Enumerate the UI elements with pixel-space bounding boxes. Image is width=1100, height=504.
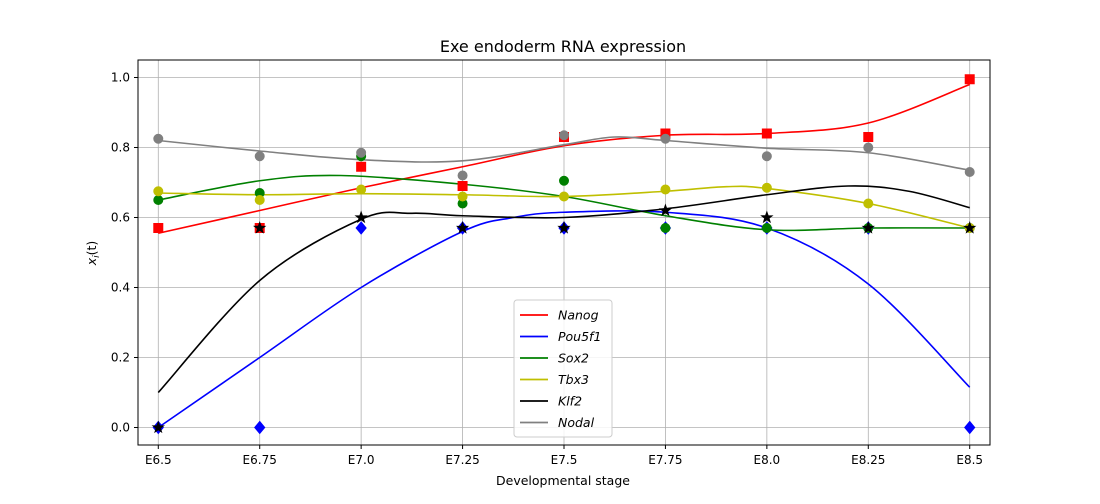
data-point-pou5f1: [355, 221, 367, 235]
x-tick-label: E7.75: [648, 453, 682, 467]
data-point-nodal: [559, 130, 569, 141]
data-point-sox2: [153, 195, 164, 205]
data-point-pou5f1: [254, 420, 266, 435]
data-point-tbx3: [761, 182, 772, 193]
legend-label-klf2: Klf2: [558, 394, 582, 409]
y-axis-label: xi(t): [84, 241, 102, 267]
y-tick-label: 0.2: [111, 351, 130, 365]
legend-label-pou5f1: Pou5f1: [558, 329, 601, 344]
legend-label-tbx3: Tbx3: [558, 372, 589, 387]
data-point-sox2: [660, 223, 671, 233]
legend-box: [513, 299, 613, 438]
data-point-nanog: [356, 161, 367, 172]
x-tick-label: E8.5: [956, 453, 983, 467]
series-line-tbx3: [158, 185, 970, 229]
y-tick-label: 0.6: [111, 211, 130, 225]
data-point-nodal: [761, 151, 772, 162]
data-point-nanog: [153, 223, 164, 233]
data-point-nodal: [964, 167, 975, 177]
x-tick-label: E6.75: [243, 453, 277, 467]
chart-title: Exe endoderm RNA expression: [440, 37, 686, 56]
y-tick-label: 0.0: [111, 421, 130, 435]
data-point-nodal: [457, 170, 468, 181]
data-point-sox2: [761, 223, 772, 233]
x-tick-label: E7.0: [348, 453, 375, 467]
y-tick-label: 0.8: [111, 141, 130, 155]
data-point-tbx3: [356, 184, 367, 195]
data-point-klf2: [253, 220, 267, 234]
data-point-klf2: [658, 203, 673, 217]
y-ticks: 0.0 0.2 0.4 0.6 0.8 1.0: [111, 71, 138, 435]
x-tick-label: E8.0: [754, 453, 781, 467]
x-tick-label: E6.5: [145, 453, 172, 467]
series-line-nanog: [158, 83, 970, 235]
data-point-nodal: [356, 147, 367, 158]
series-line-pou5f1: [157, 210, 971, 429]
data-point-nanog: [863, 132, 874, 142]
x-axis-label: Developmental stage: [496, 473, 630, 488]
data-point-nanog: [761, 128, 772, 139]
data-point-nanog: [457, 181, 468, 191]
data-point-tbx3: [457, 191, 468, 202]
y-tick-label: 1.0: [111, 71, 130, 85]
data-point-klf2: [760, 210, 774, 224]
data-point-tbx3: [254, 195, 265, 205]
data-point-klf2: [557, 220, 571, 234]
data-point-nanog: [964, 74, 975, 85]
data-point-nodal: [254, 151, 265, 162]
data-point-tbx3: [559, 191, 569, 202]
data-point-tbx3: [153, 186, 164, 197]
data-point-klf2: [151, 420, 165, 434]
legend-label-sox2: Sox2: [558, 351, 589, 366]
data-point-klf2: [354, 210, 368, 224]
series-line-klf2: [157, 185, 970, 394]
data-point-pou5f1: [964, 420, 976, 435]
legend: Nanog Pou5f1 Sox2 Tbx3 Klf2 Nodal: [513, 299, 613, 438]
legend-label-nanog: Nanog: [558, 308, 599, 323]
data-point-sox2: [559, 175, 569, 186]
data-point-klf2: [455, 220, 470, 234]
legend-label-nodal: Nodal: [558, 415, 595, 430]
data-point-nodal: [153, 133, 164, 144]
x-tick-label: E7.5: [551, 453, 578, 467]
data-point-tbx3: [863, 198, 874, 209]
series-markers: [151, 74, 977, 435]
data-point-tbx3: [660, 184, 671, 195]
y-axis-label-sub: i: [92, 255, 102, 258]
y-tick-label: 0.4: [111, 281, 130, 295]
series-line-nodal: [158, 136, 970, 172]
x-ticks: E6.5 E6.75 E7.0 E7.25 E7.5 E7.75 E8.0 E8.25 E8.5: [145, 445, 983, 467]
data-point-klf2: [861, 220, 875, 234]
y-axis-label-rest: (t): [84, 241, 99, 256]
y-axis-label-base: x: [84, 257, 99, 266]
data-point-nodal: [863, 142, 874, 153]
x-tick-label: E7.25: [445, 453, 479, 467]
data-point-nodal: [660, 133, 671, 144]
data-point-klf2: [963, 220, 977, 234]
x-tick-label: E8.25: [851, 453, 885, 467]
